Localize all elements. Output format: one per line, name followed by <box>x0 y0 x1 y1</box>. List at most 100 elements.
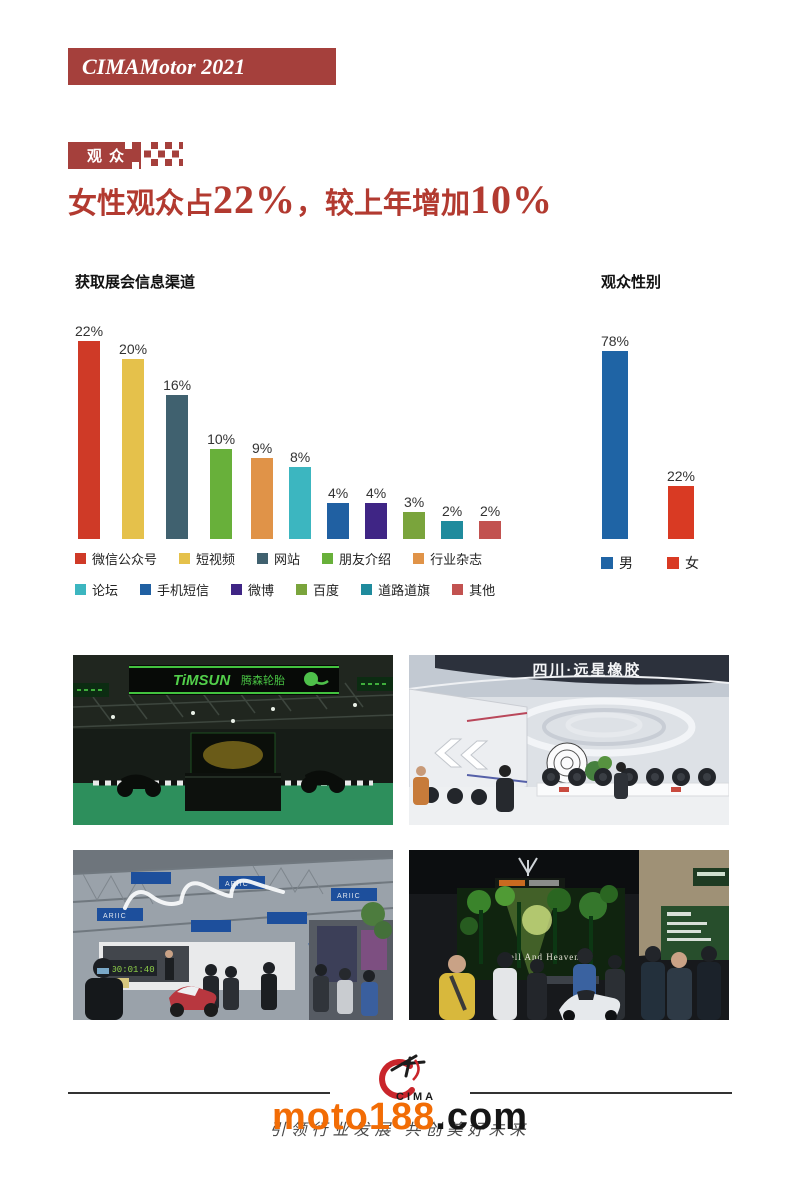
bar-value-label: 8% <box>290 449 311 465</box>
photo-crowd-booth: Hell And Heaven <box>409 850 729 1020</box>
legend-gender: 男女 <box>600 553 735 573</box>
legend-swatch <box>452 584 464 595</box>
header-bar: CIMAMotor 2021 <box>68 48 336 85</box>
yuanxing-banner-text: 四川·远星橡胶 <box>533 661 642 679</box>
bar-value-label: 2% <box>480 503 501 519</box>
legend-item-其他: 其他 <box>452 580 495 599</box>
bar-微博: 4% <box>365 485 388 539</box>
bar-rect <box>210 449 233 539</box>
legend-label: 网站 <box>274 552 301 567</box>
bar-value-label: 9% <box>252 440 273 456</box>
legend-swatch <box>296 584 308 595</box>
bar-rect <box>251 458 274 539</box>
footer-rule-right <box>470 1092 732 1094</box>
bar-短视频: 20% <box>119 341 147 539</box>
legend-swatch <box>600 557 613 569</box>
legend-swatch <box>666 557 679 569</box>
timsun-banner-text: TiMSUN <box>173 672 231 689</box>
bar-value-label: 3% <box>404 494 425 510</box>
footer-rule-row: CIMA <box>68 1050 732 1106</box>
bar-value-label: 78% <box>600 333 629 349</box>
legend-item-论坛: 论坛 <box>75 580 118 599</box>
bar-rect <box>479 521 502 539</box>
bar-手机短信: 4% <box>327 485 350 539</box>
headline-text-2: ，较上年增加 <box>296 188 471 220</box>
legend-label: 女 <box>684 555 699 571</box>
watermark-site-name: moto188 <box>272 1096 436 1138</box>
legend-item-百度: 百度 <box>296 580 339 599</box>
legend-item-道路道旗: 道路道旗 <box>361 580 430 599</box>
legend-swatch <box>361 584 373 595</box>
bar-value-label: 10% <box>207 431 236 447</box>
cima-logo: CIMA <box>379 1054 436 1103</box>
headline-text-1: 女性观众占 <box>68 188 214 220</box>
legend-label: 微博 <box>248 583 275 598</box>
bar-男: 78% <box>601 333 629 539</box>
bar-rect <box>166 395 189 539</box>
headline-number-2: 10% <box>470 177 554 222</box>
bar-area-info-channels: 22% 20% 16% 10% 9% 8% 4% 4% 3% 2% 2% <box>75 292 511 539</box>
legend-item-行业杂志: 行业杂志 <box>413 549 482 568</box>
page-title: CIMAMotor 2021 <box>82 53 246 79</box>
bar-value-label: 4% <box>366 485 387 501</box>
bar-value-label: 4% <box>328 485 349 501</box>
timsun-booth-image: TiMSUN 腾森轮胎 <box>73 655 393 825</box>
bar-value-label: 22% <box>75 323 104 339</box>
legend-swatch <box>140 584 152 595</box>
bar-rect <box>365 503 388 539</box>
badge-notch <box>125 142 133 149</box>
legend-label: 论坛 <box>92 583 119 598</box>
legend-item-手机短信: 手机短信 <box>140 580 209 599</box>
legend-swatch <box>231 584 243 595</box>
headline: 女性观众占22%，较上年增加10% <box>68 177 800 223</box>
photo-grid: TiMSUN 腾森轮胎 四川·远星橡胶 <box>73 655 800 1020</box>
section-badge-row: 观众 <box>68 142 800 169</box>
watermark-domain-suffix: .com <box>435 1096 528 1138</box>
badge-notch <box>132 162 140 169</box>
ariic-sign-text: ARIIC <box>337 893 361 900</box>
legend-label: 微信公众号 <box>92 552 158 567</box>
bar-value-label: 16% <box>163 377 192 393</box>
bar-rect <box>78 341 101 539</box>
chart-title-info-channels: 获取展会信息渠道 <box>75 274 196 291</box>
yuanxing-booth-image: 四川·远星橡胶 <box>409 655 729 825</box>
legend-swatch <box>257 553 269 564</box>
bar-微信公众号: 22% <box>75 323 103 539</box>
bar-area-gender: 78% 22% <box>601 292 735 539</box>
cima-logo-text: CIMA <box>396 1091 436 1103</box>
footer-rule-left <box>68 1092 330 1094</box>
timsun-banner-subtext: 腾森轮胎 <box>241 673 285 687</box>
legend-item-男: 男 <box>600 553 633 573</box>
forest-screen-text: Hell And Heaven <box>502 952 579 962</box>
bar-朋友介绍: 10% <box>207 431 235 539</box>
legend-swatch <box>413 553 425 564</box>
legend-label: 百度 <box>313 583 340 598</box>
bar-value-label: 20% <box>119 341 148 357</box>
bar-女: 22% <box>667 468 695 539</box>
legend-item-微信公众号: 微信公众号 <box>75 549 157 568</box>
bar-rect <box>441 521 464 539</box>
legend-label: 手机短信 <box>157 583 210 598</box>
photo-timsun-booth: TiMSUN 腾森轮胎 <box>73 655 393 825</box>
section-badge-label: 观众 <box>87 148 132 165</box>
legend-info-channels: 微信公众号 短视频 网站 朋友介绍 行业杂志 论坛 手机短信 微博 百度 道路道旗 其他 <box>75 549 511 599</box>
charts-row: 获取展会信息渠道 22% 20% 16% 10% 9% 8% 4% 4% 3% 2% 2% 微信公众… <box>75 271 735 599</box>
bar-rect <box>122 359 145 539</box>
legend-item-女: 女 <box>666 553 699 573</box>
bar-value-label: 22% <box>666 467 695 484</box>
legend-swatch <box>322 553 334 564</box>
legend-item-微博: 微博 <box>231 580 274 599</box>
bar-网站: 16% <box>163 377 191 539</box>
ariic-booth-image: ARIIC ARIIC ARIIC 00:01:40 <box>73 850 393 1020</box>
checkered-flag-icon <box>144 142 184 166</box>
chart-gender: 观众性别 78% 22% 男女 <box>600 271 735 599</box>
legend-swatch <box>75 584 86 595</box>
bar-论坛: 8% <box>289 449 312 539</box>
legend-label: 短视频 <box>196 552 236 567</box>
legend-item-短视频: 短视频 <box>179 549 235 568</box>
chart-info-channels: 获取展会信息渠道 22% 20% 16% 10% 9% 8% 4% 4% 3% 2% 2% 微信公众… <box>75 271 511 599</box>
crowd-booth-image: Hell And Heaven <box>409 850 729 1020</box>
chart-title-gender: 观众性别 <box>600 274 661 291</box>
footer: CIMA 引领行业发展 共创美好未来 moto188.com <box>0 1050 800 1162</box>
legend-label: 行业杂志 <box>430 552 483 567</box>
